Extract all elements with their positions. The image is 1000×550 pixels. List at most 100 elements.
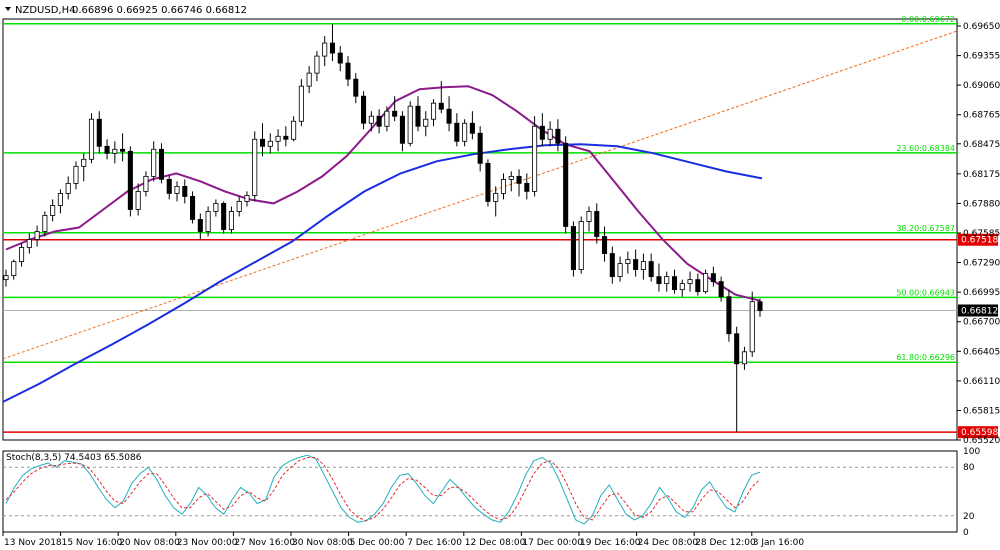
stoch-lines xyxy=(5,454,761,525)
candle xyxy=(423,118,429,127)
candle xyxy=(586,211,592,222)
candle xyxy=(656,276,662,285)
fib-level-label: 38.20:0.67587 xyxy=(896,224,955,233)
current-price-label: 0.66812 xyxy=(961,306,998,316)
candle xyxy=(438,102,444,110)
price-tick-label: 0.66405 xyxy=(963,347,1000,357)
candle xyxy=(609,253,615,278)
candle xyxy=(298,85,304,122)
candle xyxy=(11,261,17,277)
candle xyxy=(454,122,460,142)
candle xyxy=(399,115,405,144)
candle xyxy=(50,205,56,216)
price-tick-label: 0.69060 xyxy=(963,81,1000,91)
candle xyxy=(640,261,646,270)
candle xyxy=(81,158,87,167)
candle xyxy=(485,162,491,202)
candle xyxy=(158,148,165,180)
candle xyxy=(392,110,398,117)
main-panel-frame xyxy=(2,18,958,441)
candle xyxy=(182,185,188,197)
stoch-signal-line xyxy=(5,457,761,522)
symbol-label: NZDUSD,H4 xyxy=(15,5,75,16)
stoch-panel-frame xyxy=(2,450,958,533)
resistance-price-label: 0.65598 xyxy=(961,428,998,438)
candle xyxy=(329,42,336,54)
candle xyxy=(244,195,250,202)
stoch-label: Stoch(8,3,5) 74.5403 65.5086 xyxy=(6,453,142,463)
candle xyxy=(143,175,149,192)
candle xyxy=(617,263,623,278)
candle xyxy=(228,211,234,230)
candle xyxy=(555,128,561,144)
candle xyxy=(679,283,685,291)
candle xyxy=(500,178,507,194)
candle xyxy=(205,211,211,232)
candle xyxy=(127,150,133,210)
candle xyxy=(353,78,359,97)
main-price-panel: 0.00:0.69672 23.60:0.68384 38.20:0.67587 50… xyxy=(2,15,998,441)
candle xyxy=(166,178,172,194)
time-tick-label: 24 Dec 08:00 xyxy=(638,538,699,548)
candle xyxy=(337,52,343,64)
time-tick-label: 12 Dec 08:00 xyxy=(465,538,526,548)
candle xyxy=(578,221,584,270)
stoch-tick-label: 100 xyxy=(963,447,980,457)
candle xyxy=(34,231,40,240)
time-tick-label: 28 Dec 12:00 xyxy=(695,538,756,548)
candle xyxy=(384,110,390,127)
candle xyxy=(283,135,289,140)
price-tick-label: 0.65520 xyxy=(963,436,1000,446)
candle xyxy=(695,279,701,293)
candle xyxy=(570,226,576,270)
candle xyxy=(547,128,553,140)
candle xyxy=(42,215,48,232)
candle xyxy=(322,42,328,57)
candle xyxy=(430,102,437,120)
candle xyxy=(252,138,258,196)
candle xyxy=(368,115,374,124)
price-tick-label: 0.66110 xyxy=(963,377,1000,387)
candle xyxy=(493,193,499,202)
candle xyxy=(345,62,351,80)
candle xyxy=(633,259,639,270)
stoch-tick-label: 0 xyxy=(963,528,969,538)
time-tick-label: 20 Nov 08:00 xyxy=(119,538,180,548)
candle xyxy=(741,351,747,365)
time-tick-label: 17 Dec 00:00 xyxy=(522,538,583,548)
candle xyxy=(648,261,654,278)
candle xyxy=(563,142,569,227)
candle xyxy=(197,219,203,232)
dropdown-arrow-icon[interactable] xyxy=(5,7,11,11)
candle xyxy=(539,125,545,140)
candle xyxy=(718,281,724,298)
candle xyxy=(57,193,63,206)
fib-level-label: 23.60:0.68384 xyxy=(896,144,955,153)
candle xyxy=(3,275,9,281)
candle xyxy=(757,301,763,312)
candle xyxy=(73,165,79,184)
stochastic-panel xyxy=(2,450,958,533)
candle xyxy=(671,276,678,291)
candle xyxy=(703,273,709,293)
candle xyxy=(469,122,475,134)
time-tick-label: 7 Dec 16:00 xyxy=(407,538,462,548)
candle xyxy=(710,273,716,283)
candle xyxy=(275,135,281,142)
candle xyxy=(726,296,732,335)
candle xyxy=(104,145,110,154)
time-tick-label: 30 Nov 08:00 xyxy=(292,538,353,548)
candle xyxy=(446,108,452,124)
candles xyxy=(3,24,763,432)
resistance-price-label: 0.67518 xyxy=(961,236,998,246)
time-tick-label: 13 Nov 2018 xyxy=(4,538,62,548)
candle xyxy=(524,182,530,192)
candle xyxy=(532,125,538,192)
stoch-tick-label: 20 xyxy=(963,512,975,522)
price-tick-label: 0.66700 xyxy=(963,318,1000,328)
time-tick-label: 5 Dec 00:00 xyxy=(350,538,405,548)
price-axis: 0.69650 0.69355 0.69060 0.68765 0.68475 0.681… xyxy=(957,22,1000,446)
candle xyxy=(594,211,600,237)
